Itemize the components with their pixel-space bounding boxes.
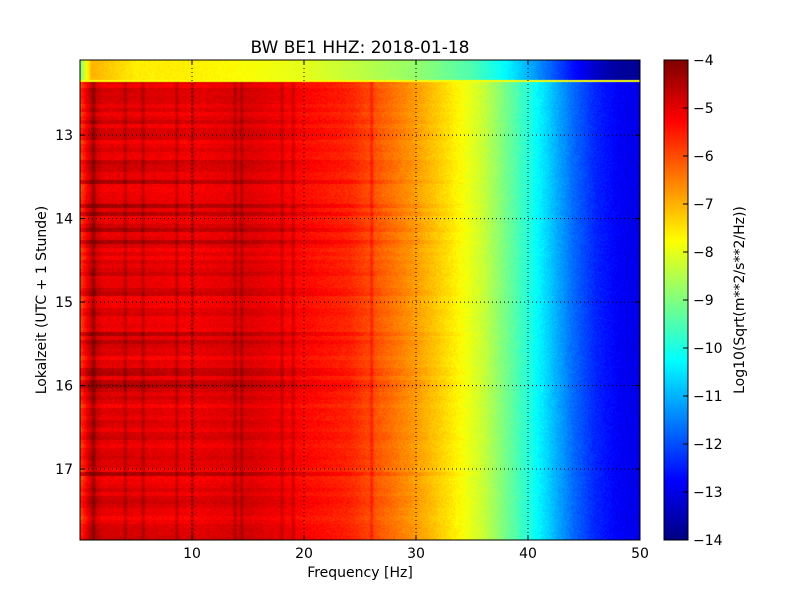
colorbar-tick-label: −5 [693,101,714,117]
colorbar-tick-label: −13 [693,485,723,501]
x-axis-label: Frequency [Hz] [307,565,413,581]
title-layer: BW BE1 HHZ: 2018-01-18 [250,38,469,58]
spectrogram-image [80,60,640,540]
colorbar-layer: −4 −5 −6 −7 −8 −9 −10 −11 −12 −13 −14 Log10(Sqrt(m*… [663,53,748,549]
y-tick-label: 17 [55,462,73,478]
plot-layer: 10 20 30 40 50 Frequency [Hz] 13 14 15 16 17 Lokalz… [34,59,649,581]
colorbar-tick-label: −12 [693,437,723,453]
colorbar-tick-label: −4 [693,53,714,69]
y-tick-label: 14 [55,212,73,228]
y-tick-label: 16 [55,379,73,395]
y-tick-label: 13 [55,128,73,144]
x-tick-label: 10 [183,546,201,562]
x-tick-label: 30 [407,546,425,562]
colorbar-tick-label: −7 [693,197,714,213]
x-tick-label: 50 [631,546,649,562]
y-tick-label: 15 [55,295,73,311]
colorbar-tick-label: −10 [693,341,723,357]
colorbar-tick-label: −11 [693,389,723,405]
chart-title: BW BE1 HHZ: 2018-01-18 [250,38,469,58]
x-tick-label: 40 [519,546,537,562]
colorbar-tick-label: −9 [693,293,714,309]
y-axis: 13 14 15 16 17 Lokalzeit (UTC + 1 Stunde) [34,128,640,478]
colorbar-tick-label: −14 [693,533,723,549]
x-axis: 10 20 30 40 50 Frequency [Hz] [183,60,649,581]
colorbar-tick-label: −8 [693,245,714,261]
y-axis-label: Lokalzeit (UTC + 1 Stunde) [34,206,50,395]
x-tick-label: 20 [295,546,313,562]
grid-lines [80,60,640,540]
colorbar-label: Log10(Sqrt(m**2/s**2/Hz)) [732,206,748,394]
colorbar-tick-label: −6 [693,149,714,165]
plot-frame [79,59,641,541]
